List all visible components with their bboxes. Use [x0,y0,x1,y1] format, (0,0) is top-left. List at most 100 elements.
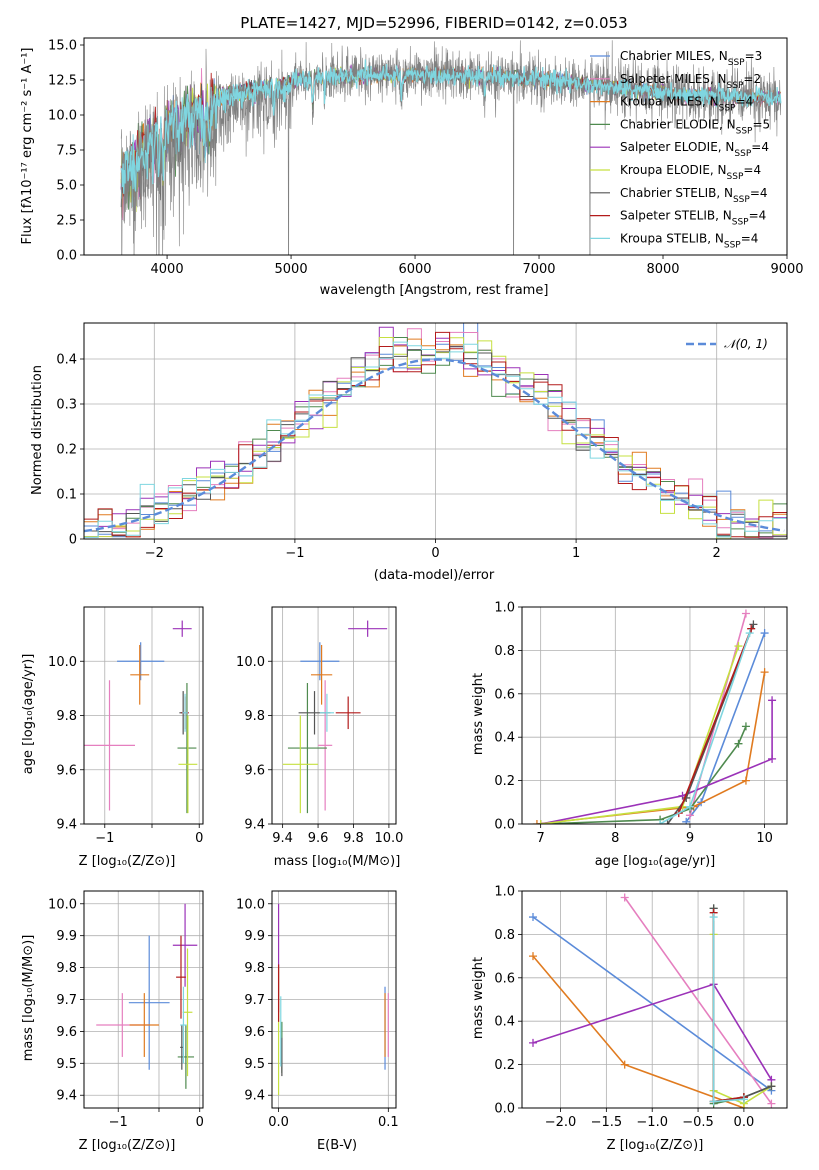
weight-marker [745,629,754,638]
x-tick-label: 10.0 [374,831,403,846]
residuals-xlabel: (data-model)/error [374,568,495,583]
weight-line [712,908,772,1105]
axes-frame [83,890,204,1109]
weight-marker [749,620,758,629]
weight-marker [709,1097,718,1106]
x-tick-label: 7 [537,831,545,846]
x-tick-label: 9.6 [308,831,329,846]
x-tick-label: −1 [285,546,304,561]
y-tick-label: 10.0 [236,655,265,670]
weight-series [529,893,776,1108]
y-tick-label: 1.0 [494,601,515,616]
y-tick-label: 9.4 [56,1089,77,1104]
y-tick-label: 0.3 [56,398,77,413]
y-tick-label: 9.9 [244,929,265,944]
x-tick-label: −1 [95,831,114,846]
axes-frame [521,890,788,1109]
y-tick-label: 0.2 [494,774,515,789]
x-tick-label: 0 [195,831,203,846]
y-tick-label: 9.8 [56,961,77,976]
y-tick-label: 9.6 [244,763,265,778]
y-tick-label: 0.4 [494,731,515,746]
x-tick-label: 5000 [275,262,308,277]
weight-line [712,908,772,1103]
y-tick-label: 12.5 [48,74,77,89]
x-tick-label: −0.5 [682,1115,714,1130]
y-tick-label: 0.2 [494,1058,515,1073]
x-tick-label: 0.1 [378,1115,399,1130]
y-tick-label: 0.4 [494,1015,515,1030]
weight-marker [741,609,750,618]
weight-marker [734,739,743,748]
weight-marker [685,802,694,811]
weight-marker [536,820,545,824]
x-tick-label: 0 [431,546,439,561]
y-tick-label: 9.6 [56,1025,77,1040]
y-tick-label: 10.0 [236,897,265,912]
y-tick-label: 0 [69,533,77,548]
x-tick-label: 8 [611,831,619,846]
axes-frame [83,322,788,540]
mass-vs-metallicity-panel: −1 0 9.4 9.5 9.6 9.7 9.8 9.9 10.0 [48,890,204,1130]
x-tick-label: 9 [686,831,694,846]
histogram-steps [84,323,787,539]
weight-line [712,934,772,1105]
weight-marker [767,1099,776,1108]
weight-marker [682,817,691,824]
residuals-ylabel: Normed distribution [30,365,45,495]
y-tick-label: 9.7 [244,993,265,1008]
y-tick-label: 10.0 [48,655,77,670]
axes-frame [271,890,397,1109]
y-tick-label: 2.5 [56,214,77,229]
y-tick-label: 10.0 [48,109,77,124]
mass-vs-metallicity-ylabel: mass [log₁₀(M/M⊙)] [21,935,36,1062]
errorbar-points [96,903,198,1089]
y-tick-label: 0.6 [494,971,515,986]
weight-marker [760,629,769,638]
weight-line [624,897,773,1105]
best-model-line [120,59,782,194]
weight-marker [768,754,777,763]
errorbar-points [282,620,388,814]
weight-marker [739,1095,748,1104]
legend-label: Chabrier ELODIE, NSSP=5 [620,117,770,136]
weight-marker [620,1060,629,1069]
weight-line [685,632,766,823]
normal-legend-label: 𝒩(0, 1) [724,337,768,351]
weight-marker [656,820,665,824]
y-tick-label: 7.5 [56,144,77,159]
weight-vs-age-ylabel: mass weight [471,673,486,755]
axes-frame [271,606,397,825]
weight-marker [529,952,538,961]
x-tick-label: 10 [756,831,773,846]
histogram-series [84,331,787,538]
y-tick-label: 0.8 [494,644,515,659]
weight-marker [529,913,538,922]
y-tick-label: 0.8 [494,928,515,943]
normal-curve [84,358,785,533]
weight-vs-age-xlabel: age [log₁₀(age/yr)] [595,854,716,869]
y-tick-label: 0.4 [56,353,77,368]
histogram-series [84,337,787,538]
weight-line [540,726,747,824]
y-tick-label: 0.6 [494,687,515,702]
x-tick-label: −2 [145,546,164,561]
y-tick-label: 15.0 [48,39,77,54]
y-tick-label: 9.9 [56,929,77,944]
mass-vs-ebv-panel: 0.0 0.1 9.4 9.5 9.6 9.7 9.8 9.9 10.0 [236,890,399,1130]
mass-vs-metallicity-xlabel: Z [log₁₀(Z/Z⊙)] [79,1138,176,1153]
legend-label: Salpeter STELIB, NSSP=4 [620,209,766,228]
y-tick-label: 0.0 [56,249,77,264]
spectrum-panel: 4000 5000 6000 7000 8000 9000 0.0 2.5 5.0 7.5 10.0… [48,37,804,277]
x-tick-label: −2.0 [545,1115,577,1130]
weight-series [532,609,777,824]
y-tick-label: 9.5 [56,1057,77,1072]
y-tick-label: 9.7 [56,993,77,1008]
weight-marker [709,913,718,922]
x-tick-label: 9000 [770,262,803,277]
weight-vs-age-panel: 7 8 9 10 0.0 0.2 0.4 0.6 0.8 1.0 [494,601,788,846]
y-tick-label: 1.0 [494,885,515,900]
age-vs-mass-xlabel: mass [log₁₀(M/M⊙)] [274,854,401,869]
spectrum-lines [120,40,782,255]
